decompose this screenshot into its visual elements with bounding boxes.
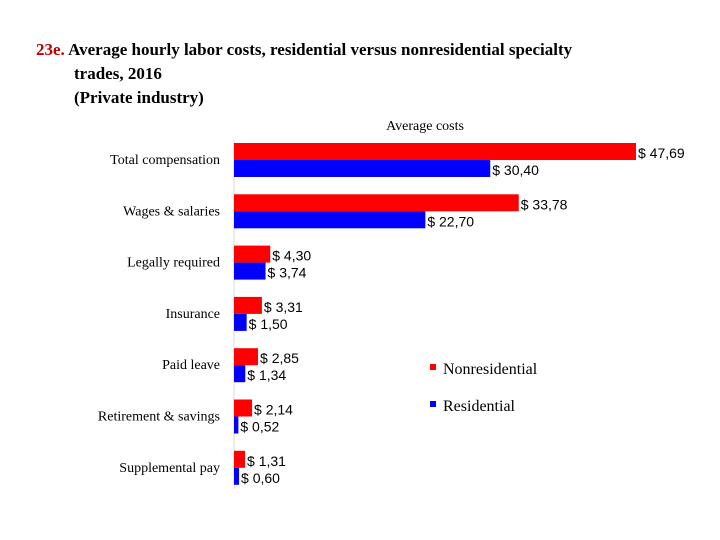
bar-residential [234, 313, 247, 331]
data-label: $ 3,74 [268, 265, 307, 281]
bar-residential [234, 365, 246, 383]
data-label: $ 2,85 [260, 350, 299, 366]
category-label: Insurance [166, 307, 220, 322]
data-label: $ 47,69 [638, 145, 685, 161]
bar-nonresidential [234, 143, 636, 160]
data-label: $ 3,31 [264, 299, 303, 315]
category-label: Retirement & savings [98, 410, 220, 425]
bar-nonresidential [234, 348, 259, 366]
legend-swatch [430, 401, 436, 407]
data-label: $ 0,60 [241, 470, 280, 486]
bar-nonresidential [234, 399, 253, 417]
data-label: $ 33,78 [521, 196, 568, 212]
bar-nonresidential [234, 245, 271, 263]
figure-number: 23e. [36, 40, 65, 59]
data-label: $ 1,31 [247, 453, 286, 469]
category-label: Legally required [127, 256, 220, 271]
data-label: $ 22,70 [427, 213, 474, 229]
data-label: $ 1,50 [249, 316, 288, 332]
title-line-1: Average hourly labor costs, residential … [68, 40, 573, 59]
legend-label: Nonresidential [443, 361, 538, 378]
bar-residential [234, 160, 491, 177]
data-label: $ 0,52 [240, 419, 279, 435]
title-line-3: (Private industry) [74, 88, 204, 107]
category-label: Supplemental pay [119, 461, 220, 476]
legend-swatch [430, 364, 436, 370]
bar-residential [234, 211, 426, 229]
legend-label: Residential [443, 398, 516, 415]
category-label: Wages & salaries [123, 204, 220, 219]
chart-subtitle: Average costs [386, 119, 464, 134]
bar-nonresidential [234, 450, 246, 468]
chart-title-block: 23e. Average hourly labor costs, residen… [36, 38, 572, 110]
bar-residential [234, 416, 239, 434]
bar-nonresidential [234, 194, 519, 212]
data-label: $ 4,30 [272, 248, 311, 264]
category-label: Total compensation [110, 153, 220, 168]
category-label: Paid leave [162, 358, 220, 373]
title-line-2: trades, 2016 [74, 64, 162, 83]
data-label: $ 30,40 [492, 162, 539, 178]
data-label: $ 1,34 [247, 367, 286, 383]
data-label: $ 2,14 [254, 402, 293, 418]
bar-residential [234, 467, 240, 485]
bar-nonresidential [234, 296, 262, 314]
bar-residential [234, 262, 266, 280]
